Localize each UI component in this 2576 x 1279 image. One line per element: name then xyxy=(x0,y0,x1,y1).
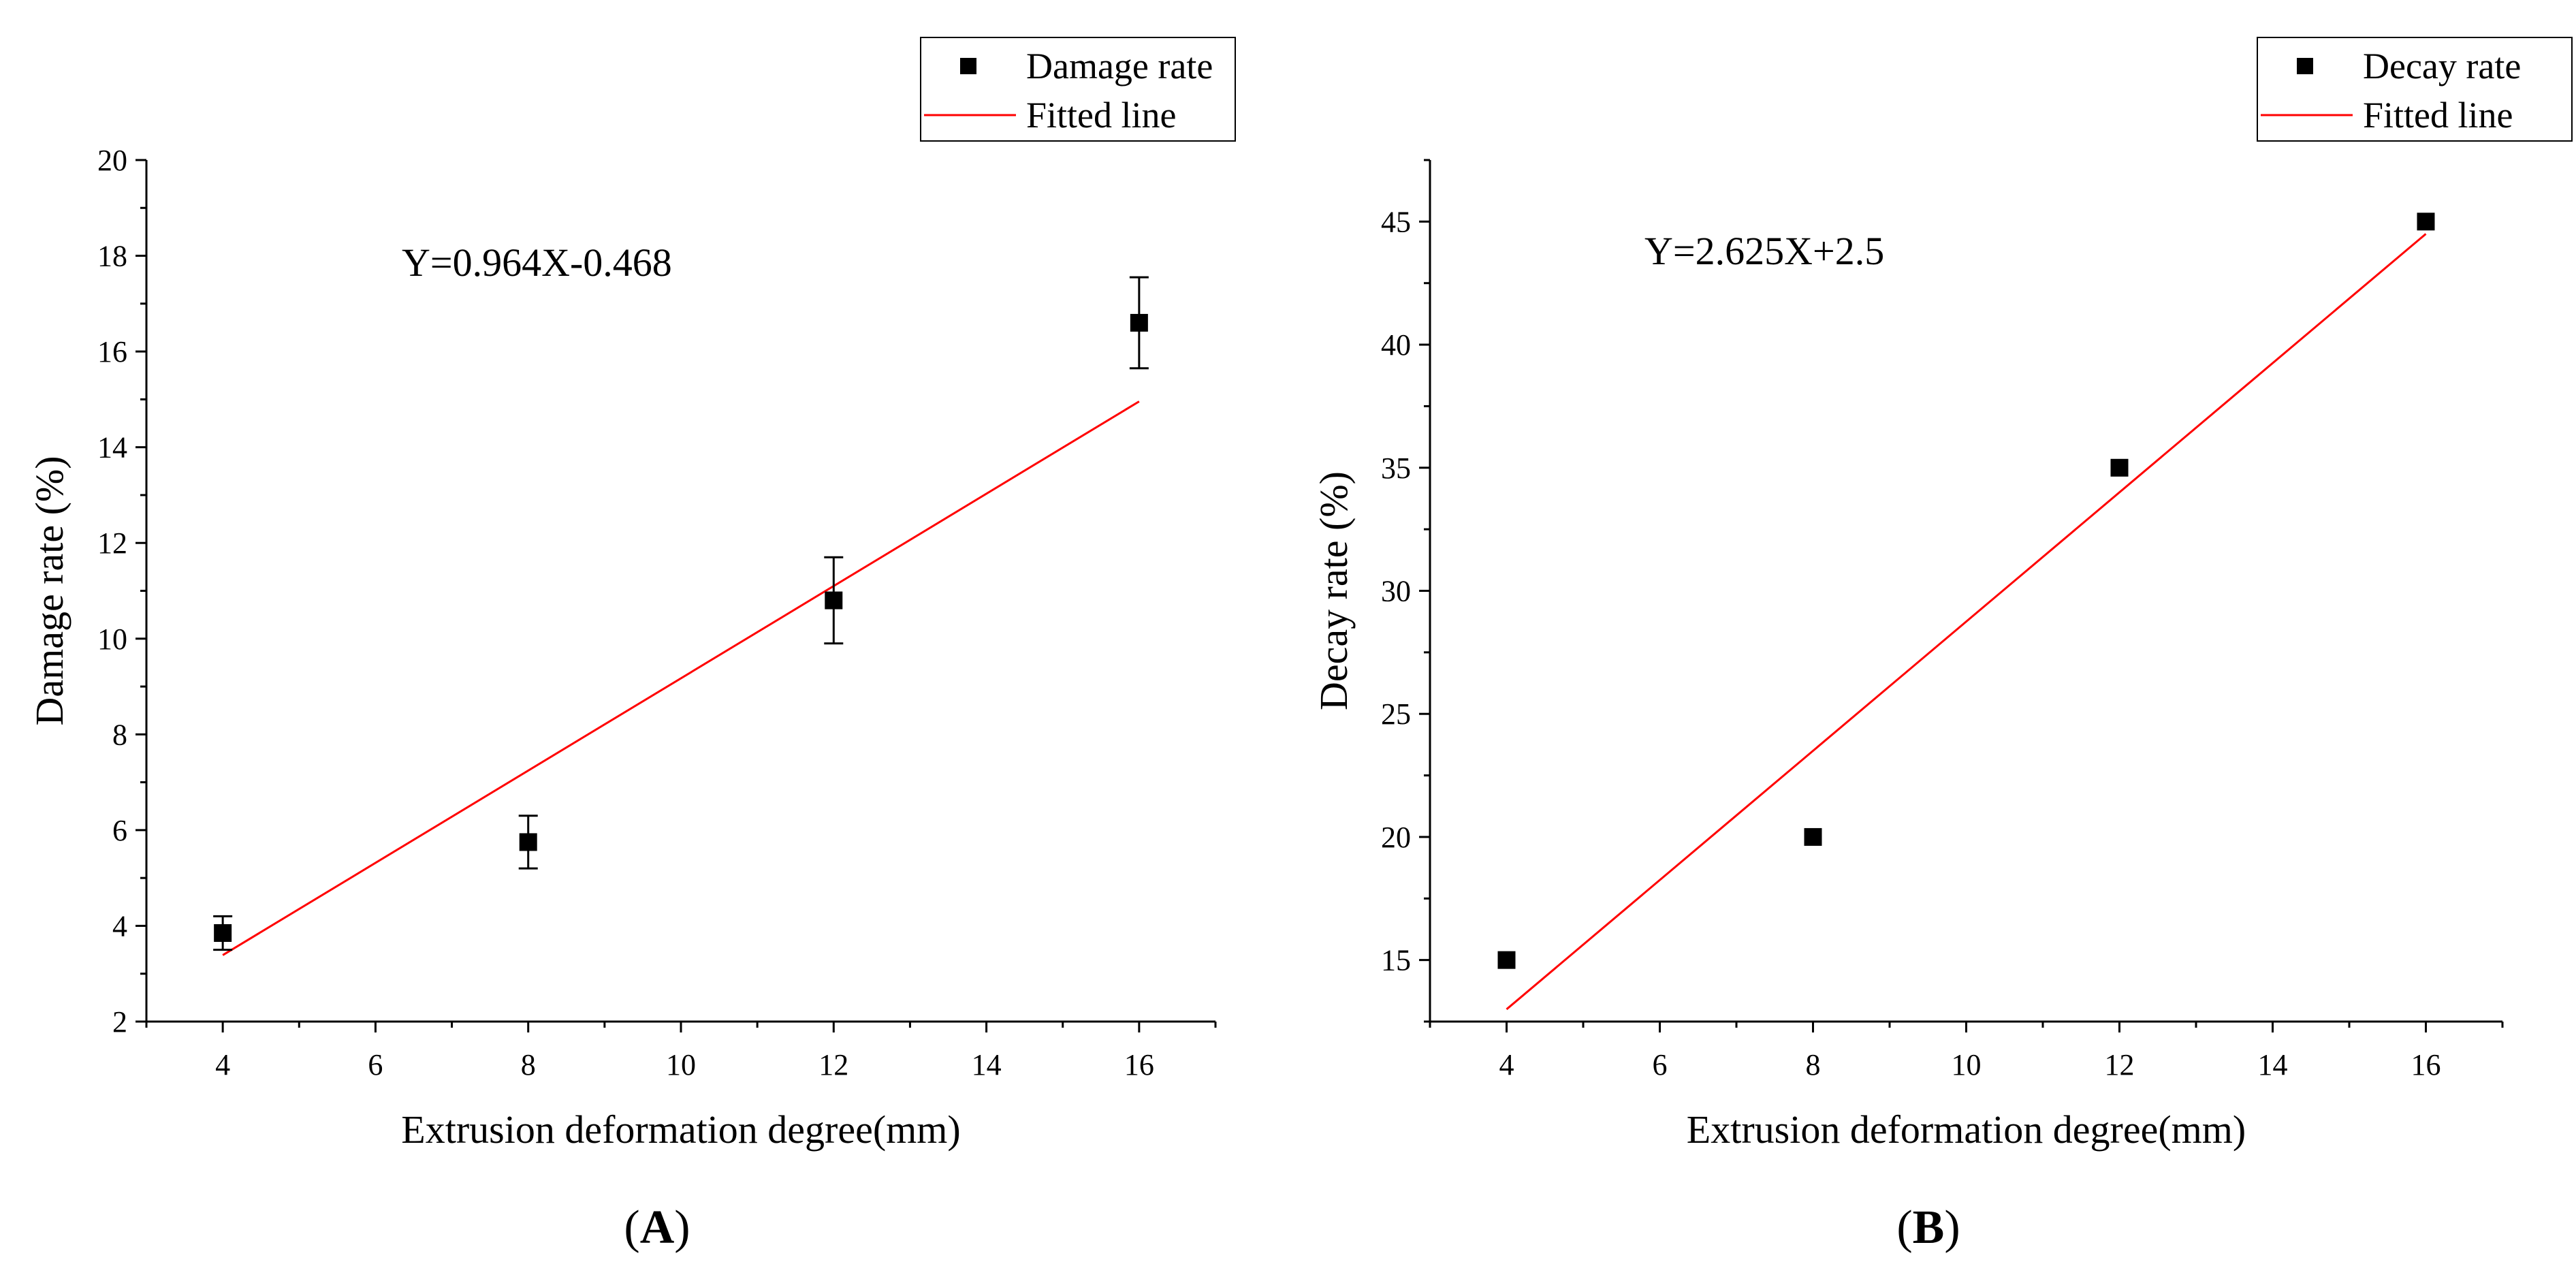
fitted-line xyxy=(1506,233,2427,1011)
fitted-line xyxy=(222,400,1140,956)
x-tick-label: 12 xyxy=(2105,1048,2135,1081)
legend-label-data: Decay rate xyxy=(2363,46,2521,86)
y-tick-label: 15 xyxy=(1381,944,1411,977)
chart-B: 4 6 8 10 12 14 16 15 20 25 30 35 40 45 Extrusion defor… xyxy=(1311,37,2573,1254)
y-tick-label: 14 xyxy=(97,431,127,464)
y-tick-label: 25 xyxy=(1381,697,1411,731)
x-axis-title: Extrusion deformation degree(mm) xyxy=(1687,1107,2246,1152)
y-axis-title: Damage rate (%) xyxy=(27,456,71,725)
x-tick-label: 14 xyxy=(2258,1048,2288,1081)
x-tick-label: 16 xyxy=(2411,1048,2441,1081)
x-axis-title: Extrusion deformation degree(mm) xyxy=(401,1107,960,1152)
y-tick-label: 40 xyxy=(1381,328,1411,362)
x-tick-label: 10 xyxy=(666,1048,696,1081)
panel-label: (A) xyxy=(624,1201,690,1254)
y-tick-label: 8 xyxy=(112,718,127,751)
chart-A: 4 6 8 10 12 14 16 2 4 6 8 10 12 14 16 18 20 Extrusion def… xyxy=(27,37,1236,1254)
legend-marker-square xyxy=(2297,58,2313,74)
y-tick-label: 35 xyxy=(1381,452,1411,485)
data-point xyxy=(1804,827,1822,846)
y-tick-label: 12 xyxy=(97,526,127,560)
x-tick-label: 8 xyxy=(521,1048,536,1081)
x-tick-label: 8 xyxy=(1806,1048,1821,1081)
y-tick-label: 10 xyxy=(97,622,127,656)
x-tick-label: 4 xyxy=(1499,1048,1514,1081)
panel-label: (B) xyxy=(1896,1201,1960,1254)
legend-box xyxy=(920,37,1236,142)
legend-label-data: Damage rate xyxy=(1026,46,1213,86)
x-tick-label: 16 xyxy=(1124,1048,1154,1081)
data-point xyxy=(2110,458,2129,477)
x-tick-label: 6 xyxy=(368,1048,383,1081)
data-point xyxy=(214,923,232,942)
y-tick-label: 16 xyxy=(97,335,127,368)
x-tick-label: 6 xyxy=(1653,1048,1668,1081)
legend-marker-square xyxy=(960,58,976,74)
data-point xyxy=(519,833,537,851)
data-point xyxy=(1497,951,1516,969)
y-tick-label: 20 xyxy=(1381,821,1411,854)
x-tick-label: 12 xyxy=(818,1048,848,1081)
data-point xyxy=(825,591,843,610)
x-tick-label: 10 xyxy=(1952,1048,1982,1081)
fit-equation: Y=0.964X-0.468 xyxy=(402,240,672,285)
x-tick-label: 14 xyxy=(972,1048,1002,1081)
data-point xyxy=(1130,313,1148,332)
data-point xyxy=(2417,212,2435,231)
legend-box xyxy=(2257,37,2573,142)
y-tick-label: 30 xyxy=(1381,575,1411,608)
legend-label-fit: Fitted line xyxy=(1026,95,1176,136)
y-tick-label: 18 xyxy=(97,240,127,273)
y-tick-label: 2 xyxy=(112,1005,127,1039)
fit-equation: Y=2.625X+2.5 xyxy=(1644,229,1884,273)
y-tick-label: 6 xyxy=(112,814,127,847)
legend-label-fit: Fitted line xyxy=(2363,95,2513,136)
legend: Decay rate Fitted line xyxy=(2257,37,2573,142)
x-tick-label: 4 xyxy=(215,1048,230,1081)
y-tick-label: 45 xyxy=(1381,205,1411,238)
legend: Damage rate Fitted line xyxy=(920,37,1236,142)
y-tick-label: 4 xyxy=(112,909,127,943)
y-axis-title: Decay rate (%) xyxy=(1311,471,1356,710)
y-tick-label: 20 xyxy=(97,144,127,177)
